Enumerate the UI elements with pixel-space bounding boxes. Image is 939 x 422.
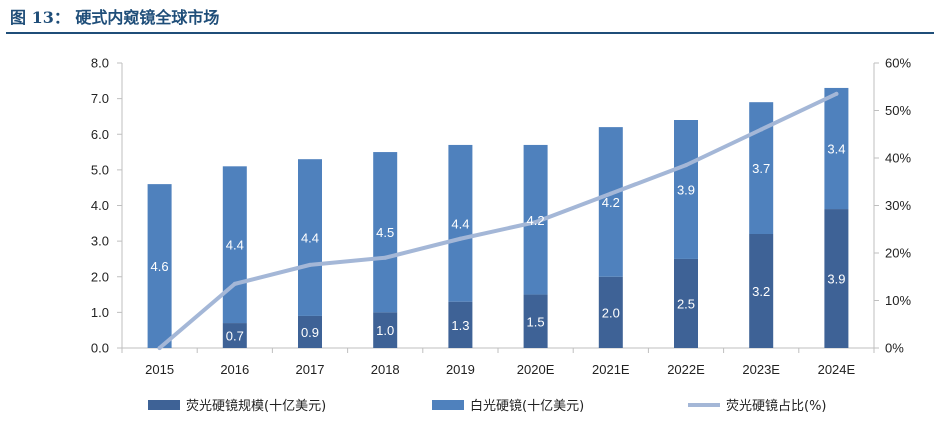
- data-label-fluorescence: 1.5: [527, 314, 545, 329]
- data-label-white-light: 3.9: [677, 182, 695, 197]
- bar-fluorescence: [222, 323, 247, 348]
- y-right-tick-label: 10%: [885, 293, 911, 308]
- data-label-white-light: 3.4: [827, 142, 845, 157]
- x-tick-label: 2018: [371, 362, 400, 377]
- legend-label-fluorescence: 荧光硬镜规模(十亿美元): [186, 399, 326, 414]
- y-right-tick-label: 50%: [885, 103, 911, 118]
- y-right-tick-label: 20%: [885, 246, 911, 261]
- bar-fluorescence: [298, 315, 322, 348]
- line-point: [458, 236, 463, 241]
- data-label-white-light: 4.4: [451, 216, 469, 231]
- y-left-tick-label: 4.0: [91, 198, 109, 213]
- labels-layer: 4.6 0.7 4.4 0.9 4.4 1.0 4.5 1.3 4.4 1.5 4.2 2.0 4.2 2…: [151, 142, 846, 344]
- y-left-tick-label: 2.0: [91, 269, 109, 284]
- y-right-tick-label: 0%: [885, 341, 904, 356]
- bar-fluorescence: [749, 234, 774, 348]
- y-right-tick-label: 40%: [885, 151, 911, 166]
- line-point: [157, 346, 162, 350]
- bar-white-light: [448, 144, 473, 302]
- bar-fluorescence: [824, 209, 849, 348]
- line-point: [608, 191, 613, 196]
- x-tick-label: 2021E: [592, 362, 630, 377]
- bar-fluorescence: [674, 258, 698, 348]
- bar-fluorescence: [373, 312, 398, 348]
- x-tick-label: 2022E: [667, 362, 705, 377]
- y-right-tick-label: 60%: [885, 56, 911, 71]
- data-label-fluorescence: 3.9: [827, 272, 845, 287]
- y-left-tick-label: 0.0: [91, 341, 109, 356]
- data-label-white-light: 3.7: [752, 161, 770, 176]
- bar-fluorescence: [523, 294, 548, 348]
- bar-white-light: [674, 120, 698, 259]
- axes-layer: 0.0 1.0 2.0 3.0 4.0 5.0 6.0 7.0 8.0 0% 10% 20% 30% 40…: [91, 56, 912, 378]
- x-tick-label: 2019: [446, 362, 475, 377]
- legend-label-white-light: 白光硬镜(十亿美元): [470, 398, 584, 414]
- bar-white-light: [373, 152, 398, 313]
- data-label-white-light: 4.6: [151, 259, 169, 274]
- data-label-fluorescence: 2.5: [677, 296, 695, 311]
- legend-swatch-white-light: [432, 400, 464, 410]
- line-point: [232, 281, 237, 286]
- bar-fluorescence: [598, 276, 623, 348]
- y-left-tick-label: 1.0: [91, 305, 109, 320]
- line-point: [834, 91, 839, 96]
- legend-label-share: 荧光硬镜占比(%): [726, 399, 827, 414]
- line-point: [533, 220, 538, 225]
- data-label-fluorescence: 3.2: [752, 284, 770, 299]
- bar-white-light: [222, 166, 247, 324]
- data-label-fluorescence: 2.0: [602, 305, 620, 320]
- data-label-white-light: 4.4: [301, 231, 319, 246]
- title-rule: [6, 32, 934, 34]
- line-point: [308, 262, 312, 267]
- data-label-white-light: 4.2: [527, 213, 545, 228]
- data-label-white-light: 4.4: [226, 238, 244, 253]
- figure-title: 图 13： 硬式内窥镜全球市场: [10, 8, 220, 27]
- data-label-fluorescence: 1.0: [376, 323, 394, 338]
- legend: 荧光硬镜规模(十亿美元) 白光硬镜(十亿美元) 荧光硬镜占比(%): [148, 398, 827, 414]
- y-right-tick-label: 30%: [885, 198, 911, 213]
- x-tick-label: 2015: [145, 362, 174, 377]
- data-label-fluorescence: 0.9: [301, 325, 319, 340]
- bar-white-light: [147, 184, 172, 348]
- x-tick-label: 2016: [220, 362, 249, 377]
- bar-white-light: [824, 87, 849, 210]
- data-label-white-light: 4.2: [602, 195, 620, 210]
- series-line-share: [157, 91, 839, 350]
- y-left-tick-label: 7.0: [91, 91, 109, 106]
- bars-layer: [147, 87, 849, 348]
- x-tick-label: 2017: [296, 362, 325, 377]
- data-label-fluorescence: 1.3: [451, 318, 469, 333]
- line-point: [759, 127, 764, 132]
- line-layer: [157, 91, 839, 350]
- data-label-fluorescence: 0.7: [226, 329, 244, 344]
- x-tick-label: 2020E: [517, 362, 555, 377]
- y-left-tick-label: 8.0: [91, 56, 109, 71]
- y-left-tick-label: 6.0: [91, 127, 109, 142]
- y-left-tick-label: 3.0: [91, 234, 109, 249]
- line-point: [383, 255, 388, 260]
- bar-fluorescence: [448, 301, 473, 348]
- x-tick-label: 2024E: [818, 362, 856, 377]
- line-point: [684, 163, 688, 168]
- x-tick-label: 2023E: [742, 362, 780, 377]
- legend-swatch-fluorescence: [148, 400, 180, 410]
- y-left-tick-label: 5.0: [91, 162, 109, 177]
- data-label-white-light: 4.5: [376, 225, 394, 240]
- bar-white-light: [598, 127, 623, 277]
- bar-white-light: [298, 159, 322, 316]
